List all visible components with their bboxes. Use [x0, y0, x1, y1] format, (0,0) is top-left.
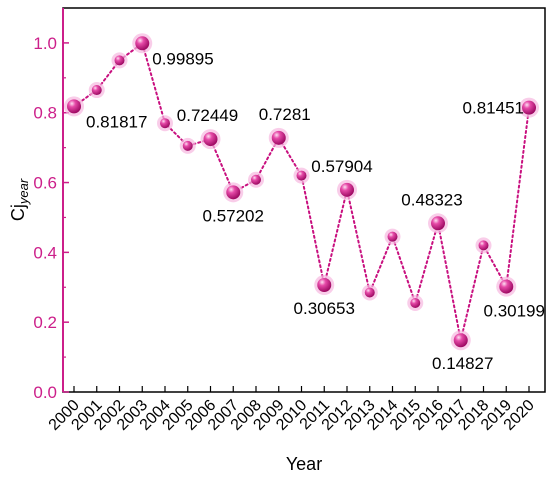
y-tick-label: 0.6 — [33, 174, 57, 193]
data-point — [364, 287, 375, 298]
data-point — [67, 99, 81, 114]
data-point — [387, 231, 398, 242]
data-label: 0.7281 — [259, 105, 311, 124]
y-axis-title-main: Cj — [8, 204, 28, 221]
data-point — [251, 174, 261, 185]
data-label: 0.57202 — [203, 206, 264, 225]
data-point — [453, 333, 468, 348]
data-label: 0.72449 — [177, 106, 238, 125]
data-point — [296, 170, 307, 181]
y-tick-label: 0.0 — [33, 383, 57, 402]
data-label: 0.14827 — [432, 354, 493, 373]
data-point — [114, 55, 125, 66]
data-point — [478, 240, 489, 251]
data-point — [203, 132, 218, 147]
data-point — [91, 85, 102, 96]
y-axis-title-sub: year — [16, 178, 31, 205]
data-point — [226, 185, 241, 200]
data-label: 0.81451 — [463, 99, 524, 118]
data-point — [182, 140, 193, 151]
data-point — [499, 279, 514, 294]
y-axis-title: Cjyear — [8, 178, 31, 221]
data-point — [340, 182, 354, 197]
x-axis-title: Year — [286, 454, 322, 474]
data-point — [135, 36, 150, 51]
y-tick-label: 1.0 — [33, 34, 57, 53]
data-point — [317, 277, 332, 292]
data-point — [431, 216, 445, 231]
data-label: 0.81817 — [86, 112, 147, 131]
data-point — [522, 100, 536, 115]
data-label: 0.99895 — [152, 49, 213, 68]
y-tick-label: 0.2 — [33, 313, 57, 332]
y-tick-label: 0.8 — [33, 104, 57, 123]
data-point — [271, 130, 286, 145]
data-label: 0.30653 — [294, 299, 355, 318]
data-point — [410, 297, 421, 308]
data-label: 0.57904 — [311, 157, 372, 176]
data-label: 0.48323 — [401, 190, 462, 209]
series-line — [73, 41, 530, 341]
data-point — [160, 118, 170, 129]
data-label: 0.30199 — [484, 302, 545, 321]
y-tick-label: 0.4 — [33, 243, 57, 262]
plot-frame — [62, 7, 546, 393]
